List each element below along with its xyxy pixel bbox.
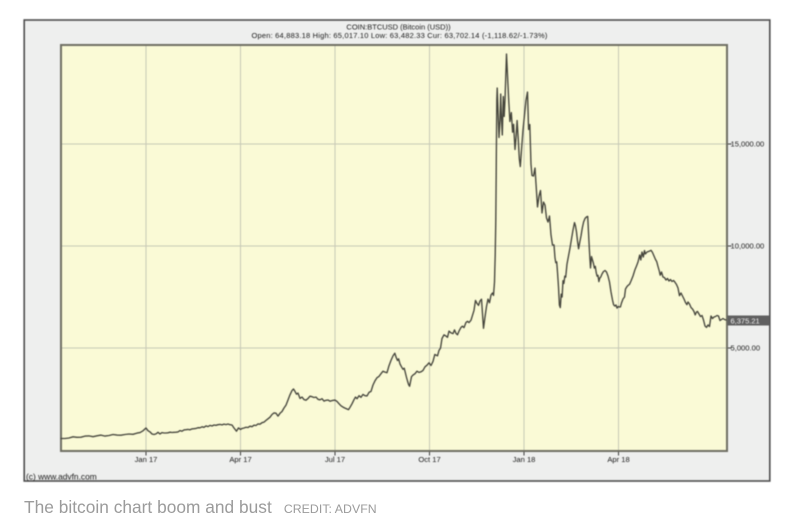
svg-text:Apr 17: Apr 17: [229, 455, 251, 464]
svg-text:Open: 64,883.18 High: 65,017.1: Open: 64,883.18 High: 65,017.10 Low: 63,…: [251, 31, 547, 40]
svg-text:Jan 17: Jan 17: [135, 455, 158, 464]
svg-text:10,000.00: 10,000.00: [731, 242, 765, 251]
svg-text:5,000.00: 5,000.00: [731, 344, 761, 353]
svg-text:COIN:BTCUSD (Bitcoin (USD)): COIN:BTCUSD (Bitcoin (USD)): [346, 22, 451, 31]
svg-text:Jul 17: Jul 17: [325, 455, 345, 464]
svg-text:Apr 18: Apr 18: [607, 455, 629, 464]
svg-text:6,375.21: 6,375.21: [731, 316, 760, 325]
svg-text:Jan 18: Jan 18: [513, 455, 536, 464]
svg-text:15,000.00: 15,000.00: [731, 140, 765, 149]
svg-text:Oct 17: Oct 17: [418, 455, 440, 464]
svg-text:(c) www.advfn.com: (c) www.advfn.com: [26, 472, 97, 482]
